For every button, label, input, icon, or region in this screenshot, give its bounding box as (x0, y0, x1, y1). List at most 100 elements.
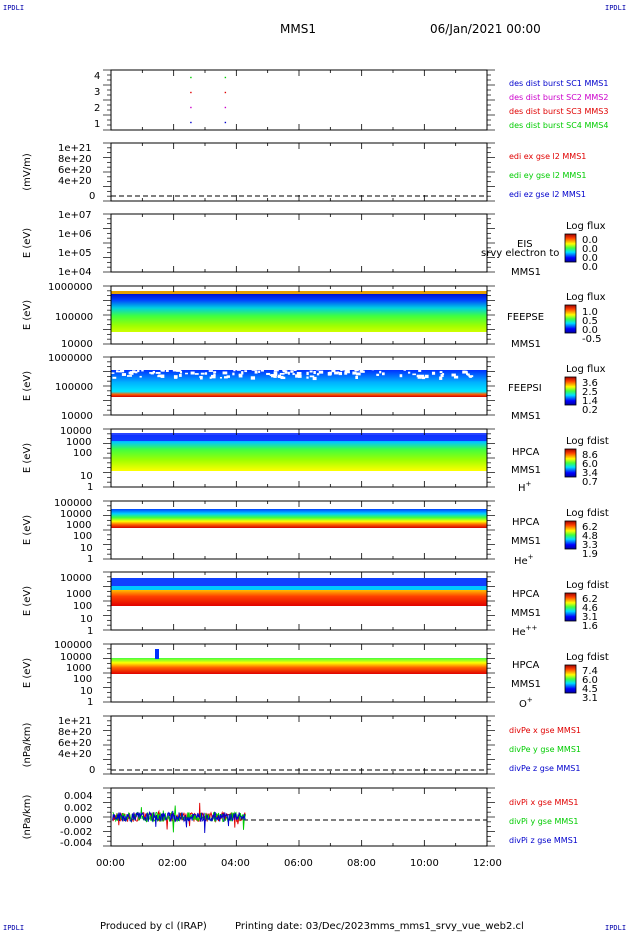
speckle (190, 371, 195, 375)
speckle (226, 375, 230, 378)
y-tick-label: 1e+21 (58, 143, 92, 154)
y-axis-label: E (eV) (22, 586, 33, 616)
speckle (283, 370, 288, 373)
colorbar-value: 0.0 (582, 253, 598, 264)
speckle (441, 373, 445, 375)
y-tick-label: 100000 (55, 312, 93, 323)
spectrogram (111, 590, 487, 606)
speckle (407, 371, 411, 374)
speckle (111, 372, 115, 374)
instrument-label: HPCA (512, 517, 540, 528)
speckle (115, 370, 119, 373)
speckle (174, 376, 178, 379)
speckle (132, 370, 136, 373)
speckle (420, 374, 425, 378)
y-tick-label: 0 (89, 191, 95, 202)
burst-point (190, 106, 192, 109)
colorbar (564, 376, 577, 406)
y-tick-label: 10 (80, 686, 93, 697)
y-tick-label: 0 (89, 765, 95, 776)
speckle (208, 370, 213, 372)
speckle (345, 369, 350, 372)
axis-ticks (103, 69, 495, 847)
y-tick-label: 1 (87, 482, 93, 493)
y-tick-label: 8e+20 (58, 727, 92, 738)
speckle (334, 371, 339, 375)
burst-point (224, 91, 227, 94)
y-tick-label: 6e+20 (58, 165, 92, 176)
y-tick-label: -0.004 (60, 838, 92, 849)
speckle (250, 376, 256, 380)
speckle (274, 372, 277, 377)
colorbar-value: 7.4 (582, 666, 598, 677)
speckle (293, 368, 297, 371)
legend-entry: des dist burst SC1 MMS1 (509, 79, 608, 88)
colorbar-value: 3.3 (582, 540, 598, 551)
speckle (359, 369, 364, 372)
y-tick-label: 100000 (55, 382, 93, 393)
colorbar-value: 6.2 (582, 594, 598, 605)
speckle (179, 370, 183, 374)
speckle (331, 369, 336, 373)
speckle (417, 376, 422, 379)
y-tick-label: 1000 (66, 663, 91, 674)
speckle (176, 368, 182, 372)
speckle (424, 374, 429, 379)
speckle (352, 371, 357, 375)
instrument-label: EIS (517, 239, 533, 250)
burst-point (224, 106, 227, 109)
y-tick-label: 1000 (66, 437, 91, 448)
legend-entry: divPe x gse MMS1 (509, 726, 581, 735)
speckle (219, 376, 222, 379)
speckle (355, 375, 359, 379)
speckle (121, 373, 126, 376)
speckle (244, 370, 248, 373)
spacecraft-label: MMS1 (511, 679, 541, 690)
y-tick-label: 1000 (66, 589, 91, 600)
speckle (158, 374, 163, 377)
y-axis-label: E (eV) (22, 228, 33, 258)
instrument-label: HPCA (512, 589, 540, 600)
colorbar-value: 0.0 (582, 235, 598, 246)
speckle (421, 376, 426, 380)
speckle (118, 370, 122, 373)
colorbar-value: 0.0 (582, 325, 598, 336)
speckle (360, 370, 365, 373)
speckle (451, 373, 456, 377)
y-axis-label: (nPa/km) (22, 795, 33, 840)
colorbar-title: Log flux (566, 364, 606, 375)
panel-frame (110, 213, 488, 273)
speckle (232, 372, 235, 376)
y-tick-label: 4 (94, 71, 100, 82)
x-tick-label: 00:00 (96, 858, 125, 869)
speckle (185, 372, 188, 375)
speckle (376, 373, 380, 376)
speckle (152, 370, 156, 374)
legend-entry: divPi z gse MMS1 (509, 836, 578, 845)
colorbar-value: 3.4 (582, 468, 598, 479)
speckle (462, 370, 467, 374)
speckle (403, 369, 406, 371)
spectrogram-top-band (111, 291, 487, 294)
panel-hpca-o: 100000 10000 1000 100 10 1 E (eV) HPCA M… (22, 640, 609, 710)
panel-frame (110, 715, 488, 775)
spectrogram-top-band (111, 433, 487, 441)
speckle (120, 369, 125, 373)
spectrogram (111, 292, 487, 332)
panel-edi: 1e+21 8e+20 6e+20 4e+20 0 (mV/m) edi ex … (22, 142, 587, 202)
y-axis-label: E (eV) (22, 371, 33, 401)
colorbar (564, 448, 577, 478)
corner-label-bottom-right: IPDLI (605, 924, 626, 932)
y-tick-label: 1 (87, 626, 93, 637)
y-tick-label: 1e+06 (58, 229, 92, 240)
y-tick-label: 100 (73, 448, 92, 459)
burst-point (224, 76, 227, 79)
speckle (251, 368, 256, 371)
speckle (155, 371, 161, 374)
speckle (134, 371, 138, 374)
instrument-label: FEEPSI (508, 383, 542, 394)
y-tick-label: 8e+20 (58, 154, 92, 165)
colorbar-value: 2.5 (582, 387, 598, 398)
y-tick-label: -0.002 (60, 827, 92, 838)
